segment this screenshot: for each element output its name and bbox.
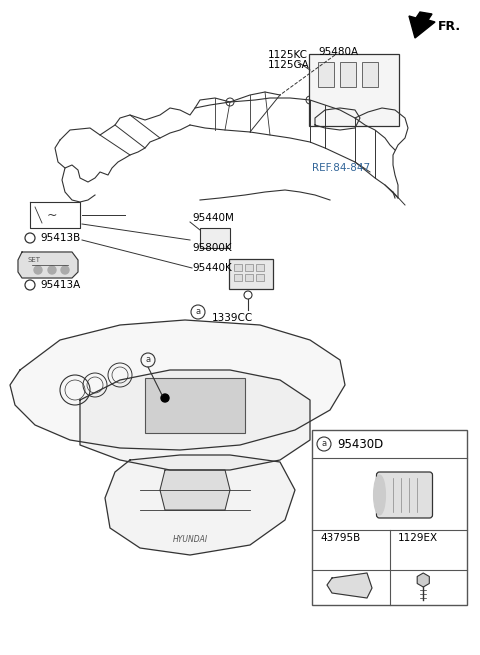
FancyBboxPatch shape: [376, 472, 432, 518]
Bar: [234, 274, 242, 281]
Text: 1125GA: 1125GA: [268, 60, 310, 70]
Text: a: a: [322, 440, 326, 449]
Bar: [256, 274, 264, 281]
Polygon shape: [105, 455, 295, 555]
Bar: [200, 228, 230, 248]
Text: 1125KC: 1125KC: [268, 50, 308, 60]
Text: 95413A: 95413A: [40, 280, 80, 290]
Bar: [145, 378, 245, 433]
Circle shape: [61, 266, 69, 274]
Text: FR.: FR.: [438, 20, 461, 33]
Text: 95800K: 95800K: [192, 243, 232, 253]
Text: 43795B: 43795B: [320, 533, 360, 543]
Text: HYUNDAI: HYUNDAI: [172, 536, 207, 544]
Text: SET: SET: [28, 257, 41, 263]
Ellipse shape: [373, 475, 385, 515]
Circle shape: [34, 266, 42, 274]
Text: 95440M: 95440M: [192, 213, 234, 223]
Text: REF.84-847: REF.84-847: [312, 163, 370, 173]
Text: 95440K: 95440K: [192, 263, 232, 273]
Circle shape: [161, 394, 169, 402]
Polygon shape: [327, 573, 372, 598]
Polygon shape: [10, 320, 345, 450]
Bar: [318, 62, 334, 87]
Polygon shape: [409, 12, 435, 38]
Text: 1129EX: 1129EX: [397, 533, 438, 543]
Bar: [234, 264, 242, 271]
Polygon shape: [18, 252, 78, 278]
Bar: [256, 264, 264, 271]
Polygon shape: [80, 370, 310, 470]
Bar: [340, 62, 356, 87]
Text: a: a: [145, 356, 151, 364]
Bar: [245, 274, 253, 281]
Text: a: a: [195, 307, 201, 316]
Bar: [245, 264, 253, 271]
Text: 95480A: 95480A: [318, 47, 358, 57]
Bar: [362, 62, 378, 87]
Text: 95413B: 95413B: [40, 233, 80, 243]
Text: 95430D: 95430D: [337, 438, 383, 451]
FancyBboxPatch shape: [229, 259, 273, 289]
Bar: [312, 430, 467, 605]
FancyBboxPatch shape: [309, 54, 399, 126]
Text: 1339CC: 1339CC: [212, 313, 253, 323]
Text: ~: ~: [47, 208, 57, 221]
Polygon shape: [160, 470, 230, 510]
Circle shape: [48, 266, 56, 274]
